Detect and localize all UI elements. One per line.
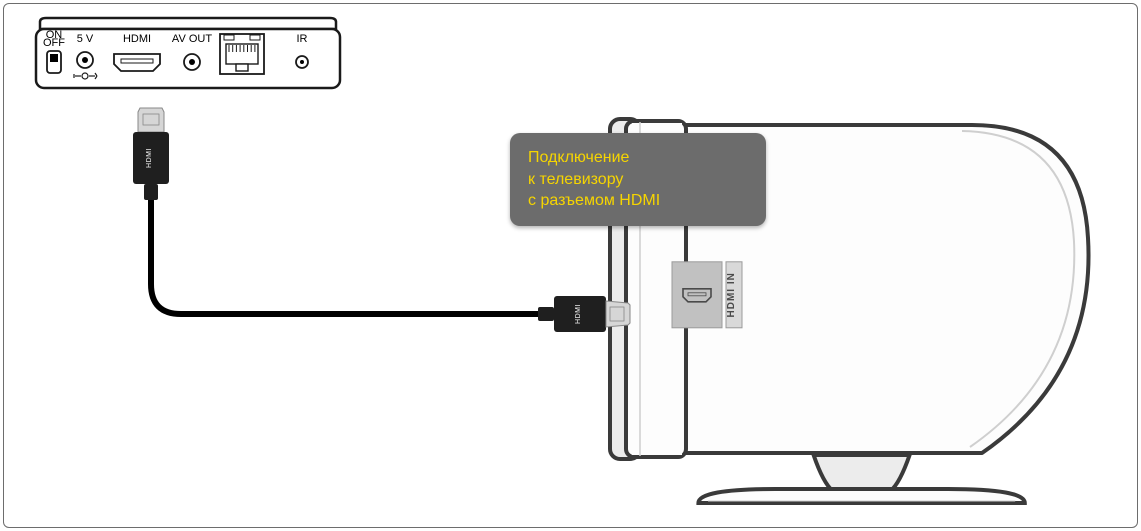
callout-line-2: к телевизору: [528, 169, 748, 191]
callout-box: Подключение к телевизору с разъемом HDMI: [510, 133, 766, 226]
hdmi-cable: HDMI HDMI: [0, 0, 1141, 531]
callout-line-3: с разъемом HDMI: [528, 190, 748, 212]
cable-path: [151, 198, 538, 314]
hdmi-plug-b-tip: [606, 301, 630, 327]
hdmi-plug-a-label: HDMI: [146, 148, 153, 168]
callout-line-1: Подключение: [528, 147, 748, 169]
hdmi-plug-a-tip: [138, 108, 164, 132]
hdmi-plug-b-label: HDMI: [575, 304, 582, 324]
